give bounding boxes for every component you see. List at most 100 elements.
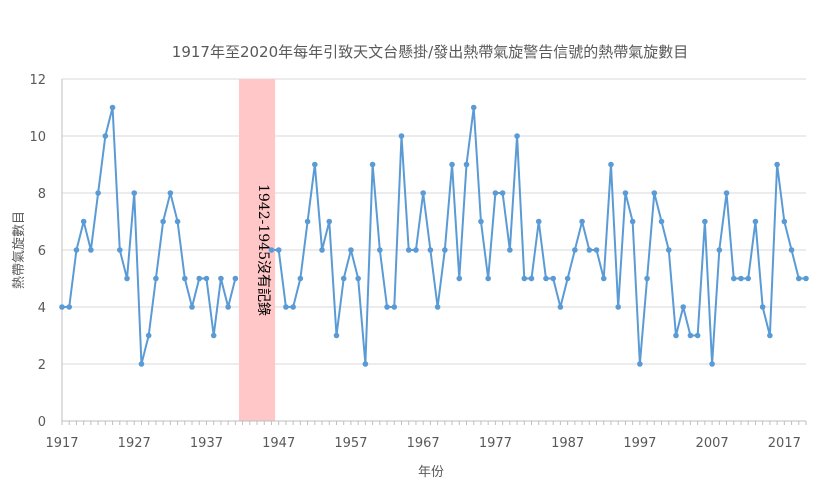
data-point-1961 — [377, 247, 383, 253]
data-point-1952 — [312, 161, 318, 168]
data-point-1917 — [59, 304, 65, 310]
data-point-1992 — [600, 275, 607, 282]
data-point-1999 — [651, 190, 658, 196]
data-point-1956 — [340, 275, 347, 282]
y-axis-title: 熱帶氣旋數目 — [12, 211, 27, 289]
series-lines — [62, 106, 806, 365]
data-point-1957 — [348, 247, 354, 253]
data-point-1996 — [629, 218, 636, 225]
x-axis-title: 年份 — [418, 465, 444, 480]
data-point-1960 — [369, 161, 376, 168]
data-point-2019 — [795, 275, 802, 282]
data-point-1933 — [174, 218, 181, 225]
data-point-1930 — [153, 275, 159, 282]
data-point-1962 — [384, 304, 390, 310]
data-point-1980 — [514, 133, 520, 139]
data-point-1955 — [333, 332, 340, 339]
data-point-1991 — [593, 247, 600, 253]
data-point-2012 — [745, 275, 752, 282]
data-point-1968 — [427, 247, 434, 253]
data-point-1938 — [210, 332, 217, 339]
data-point-1922 — [95, 190, 101, 196]
x-tick-1947: 1947 — [262, 436, 295, 451]
y-tick-8: 8 — [38, 187, 46, 202]
data-point-1959 — [362, 361, 369, 367]
data-point-2013 — [752, 218, 759, 225]
x-tick-1937: 1937 — [190, 436, 223, 451]
x-tick-2007: 2007 — [696, 436, 729, 451]
data-point-2018 — [788, 247, 795, 253]
data-point-2020 — [803, 275, 809, 282]
data-point-1971 — [449, 161, 455, 168]
data-point-1918 — [66, 304, 73, 310]
data-point-1948 — [283, 304, 289, 310]
x-tick-labels: 1917 1927 1937 1947 1957 1967 1977 1987 1997 2007… — [45, 436, 800, 451]
data-point-1926 — [124, 275, 130, 282]
series-line-segment-2 — [271, 106, 806, 365]
data-point-1923 — [102, 133, 109, 139]
data-point-1975 — [478, 218, 484, 225]
series-points — [59, 104, 809, 367]
data-point-2006 — [702, 218, 708, 225]
y-tick-6: 6 — [38, 244, 46, 259]
data-point-1929 — [145, 332, 152, 339]
data-point-1921 — [88, 247, 94, 253]
data-point-2011 — [738, 275, 744, 282]
data-point-2002 — [673, 332, 679, 339]
data-point-2010 — [730, 275, 737, 282]
data-point-1990 — [586, 247, 593, 253]
data-point-2014 — [759, 304, 766, 310]
data-point-1974 — [470, 104, 477, 111]
data-point-1928 — [138, 361, 145, 367]
data-point-1951 — [304, 218, 311, 225]
data-point-1978 — [499, 190, 506, 196]
data-point-1969 — [434, 304, 441, 310]
data-point-2004 — [687, 332, 694, 339]
y-tick-12: 12 — [29, 73, 46, 88]
chart-title: 1917年至2020年每年引致天文台懸掛/發出熱帶氣旋警告信號的熱帶氣旋數目 — [172, 43, 688, 61]
data-point-1977 — [492, 190, 499, 196]
y-tick-0: 0 — [38, 415, 46, 430]
data-point-1934 — [181, 275, 188, 282]
data-point-1946 — [268, 247, 275, 253]
data-point-1970 — [442, 247, 448, 253]
data-point-1919 — [73, 247, 80, 253]
data-point-1985 — [550, 275, 556, 282]
data-point-1995 — [622, 190, 629, 196]
data-point-1965 — [405, 247, 412, 253]
data-point-1997 — [637, 361, 643, 367]
x-tick-1917: 1917 — [45, 436, 78, 451]
data-point-1982 — [528, 275, 535, 282]
data-point-1927 — [131, 190, 138, 196]
x-tick-1957: 1957 — [334, 436, 367, 451]
y-tick-4: 4 — [38, 301, 46, 316]
data-point-1987 — [564, 275, 571, 282]
data-point-1935 — [189, 304, 195, 310]
data-point-1940 — [225, 304, 231, 310]
data-point-1964 — [398, 133, 405, 139]
data-point-1920 — [80, 218, 87, 225]
data-point-1966 — [413, 247, 419, 253]
x-tick-1977: 1977 — [479, 436, 512, 451]
data-point-1954 — [326, 218, 333, 225]
data-point-1981 — [521, 275, 528, 282]
missing-data-annotation: 1942-1945沒有記錄 — [255, 184, 272, 316]
data-point-1939 — [218, 275, 224, 282]
x-tick-1997: 1997 — [623, 436, 656, 451]
data-point-1993 — [608, 161, 614, 168]
data-point-1963 — [391, 304, 398, 310]
data-point-1958 — [355, 275, 361, 282]
data-point-2015 — [767, 332, 773, 339]
x-tick-1927: 1927 — [118, 436, 151, 451]
gridlines — [62, 78, 806, 365]
x-tick-2017: 2017 — [768, 436, 801, 451]
y-tick-2: 2 — [38, 358, 46, 373]
data-point-1998 — [644, 275, 650, 282]
data-point-1994 — [615, 304, 621, 310]
data-point-1937 — [203, 275, 210, 282]
data-point-1986 — [557, 304, 564, 310]
data-point-2003 — [680, 304, 687, 310]
data-point-2009 — [723, 190, 730, 196]
